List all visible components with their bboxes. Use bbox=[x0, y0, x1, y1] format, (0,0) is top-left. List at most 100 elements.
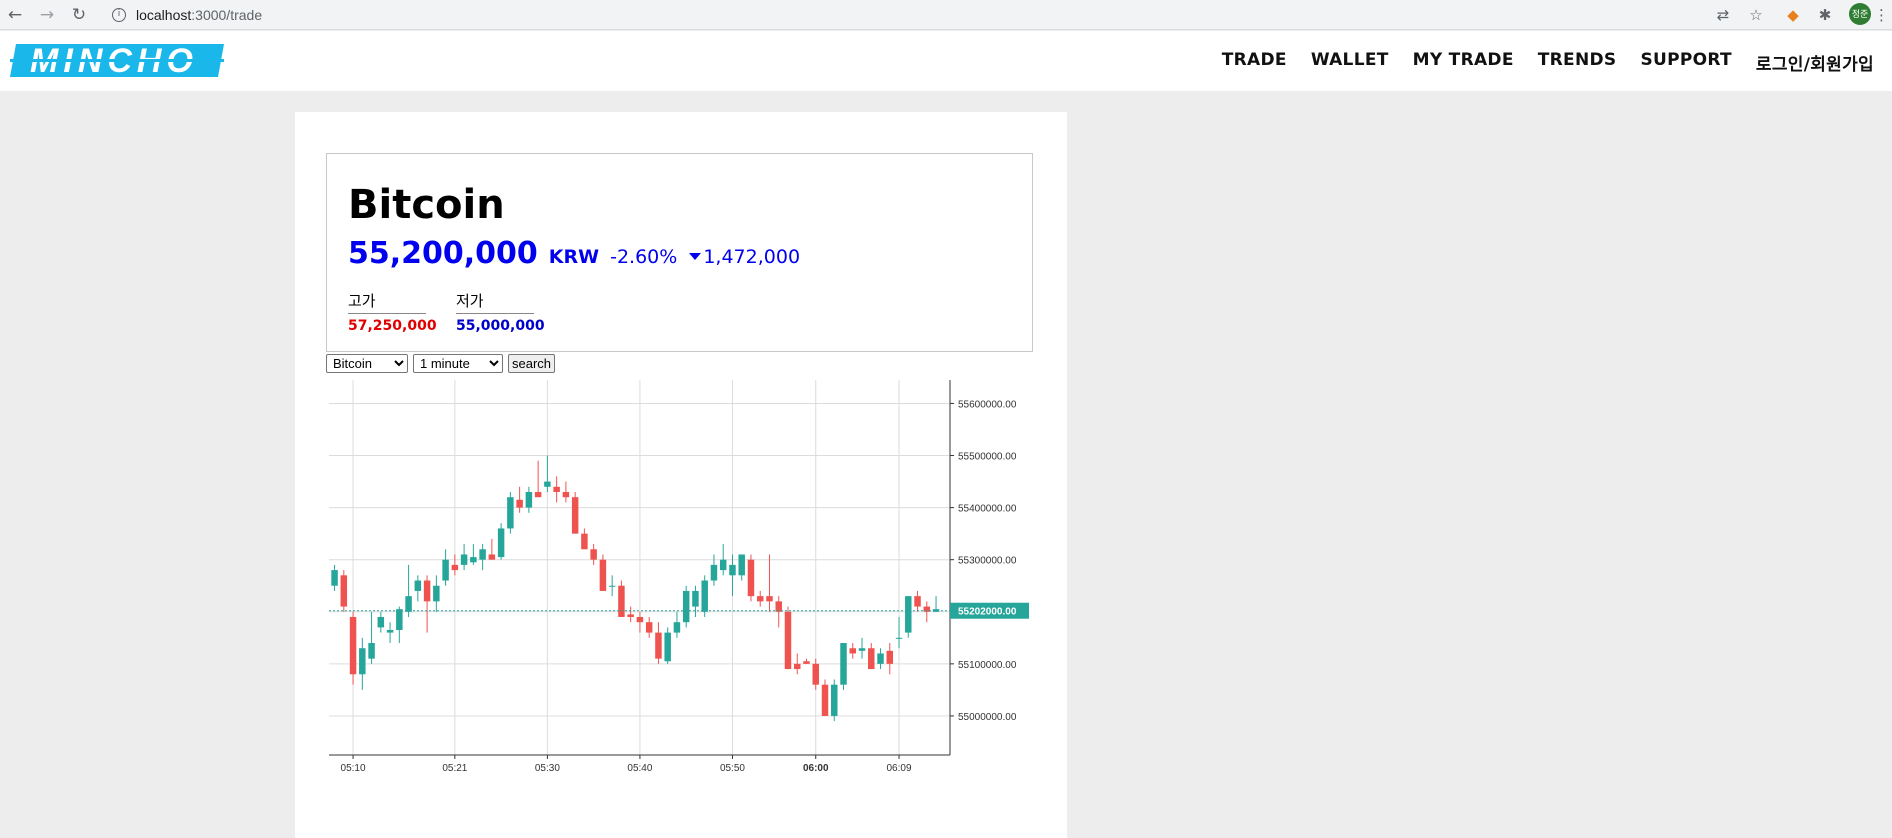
high-value: 57,250,000 bbox=[348, 318, 437, 334]
candle-body bbox=[507, 497, 514, 529]
candle-body bbox=[423, 580, 431, 602]
y-tick-label: 55000000.00 bbox=[958, 712, 1017, 723]
candle-body bbox=[470, 557, 477, 563]
candle-body bbox=[571, 497, 579, 534]
candle-body bbox=[886, 650, 894, 664]
candle-body bbox=[923, 606, 931, 612]
fox-extension-icon[interactable]: ◆ bbox=[1787, 6, 1799, 24]
candle-body bbox=[599, 559, 607, 591]
candle-body bbox=[701, 580, 708, 612]
candle-body bbox=[914, 596, 921, 607]
change-amount: 1,472,000 bbox=[703, 246, 801, 268]
candle-body bbox=[460, 554, 468, 565]
back-icon[interactable]: ← bbox=[7, 5, 23, 25]
candle-body bbox=[608, 585, 616, 587]
candle-body bbox=[534, 491, 542, 498]
change-amount-group: 1,472,000 bbox=[689, 246, 800, 268]
y-tick-label: 55400000.00 bbox=[958, 504, 1017, 515]
candle-body bbox=[414, 580, 422, 591]
candle-body bbox=[590, 549, 597, 560]
chart-controls: Bitcoin 1 minute search bbox=[326, 354, 556, 373]
candle-body bbox=[627, 614, 634, 617]
candle-body bbox=[849, 648, 856, 654]
candle-body bbox=[719, 559, 727, 571]
x-tick-label: 05:21 bbox=[442, 763, 467, 774]
menu-my-trade[interactable]: MY TRADE bbox=[1412, 50, 1514, 70]
forward-icon[interactable]: → bbox=[39, 5, 55, 25]
address-bar[interactable]: i localhost:3000/trade bbox=[104, 3, 1864, 27]
high-label: 고가 bbox=[348, 290, 426, 314]
low-value: 55,000,000 bbox=[456, 318, 545, 334]
mincho-logo[interactable]: MINCHO bbox=[10, 44, 224, 77]
candle-body bbox=[396, 609, 403, 630]
translate-icon[interactable]: ⇄ bbox=[1716, 6, 1730, 24]
down-triangle-icon bbox=[689, 253, 702, 260]
menu-wallet[interactable]: WALLET bbox=[1310, 50, 1389, 70]
candle-body bbox=[682, 590, 690, 623]
search-button[interactable]: search bbox=[508, 354, 556, 373]
site-info-icon[interactable]: i bbox=[112, 8, 126, 22]
menu-login-signup[interactable]: 로그인/회원가입 bbox=[1755, 55, 1874, 75]
url-text[interactable]: localhost:3000/trade bbox=[136, 7, 262, 23]
last-price-badge bbox=[950, 602, 1029, 619]
menu-trends[interactable]: TRENDS bbox=[1537, 50, 1617, 70]
candle-body bbox=[544, 481, 551, 487]
candle-body bbox=[784, 611, 792, 670]
candle-body bbox=[794, 663, 801, 670]
y-tick-label: 55100000.00 bbox=[958, 660, 1017, 671]
candle-body bbox=[618, 585, 625, 617]
candle-body bbox=[729, 564, 736, 576]
candle-body bbox=[932, 609, 940, 612]
bookmark-star-icon[interactable]: ☆ bbox=[1749, 6, 1763, 24]
last-price-label: 55202000.00 bbox=[958, 607, 1017, 618]
trade-panel: Bitcoin 55,200,000 KRW -2.60% 1,472,000 … bbox=[295, 112, 1067, 838]
candle-body bbox=[497, 528, 505, 558]
currency-label: KRW bbox=[548, 246, 600, 268]
candle-body bbox=[488, 554, 496, 560]
y-tick-label: 55600000.00 bbox=[958, 399, 1017, 410]
coin-select[interactable]: Bitcoin bbox=[326, 354, 408, 373]
url-path: :3000/trade bbox=[191, 7, 263, 23]
candle-body bbox=[433, 585, 440, 602]
candle-body bbox=[331, 570, 338, 586]
x-tick-label: 05:50 bbox=[720, 763, 745, 774]
candle-body bbox=[386, 630, 394, 633]
candle-body bbox=[479, 549, 486, 560]
candle-body bbox=[831, 684, 838, 716]
candle-body bbox=[738, 554, 745, 576]
low-label: 저가 bbox=[456, 290, 534, 314]
extensions-puzzle-icon[interactable]: ✱ bbox=[1818, 6, 1832, 24]
site-header: MINCHO TRADE WALLET MY TRADE TRENDS SUPP… bbox=[0, 31, 1892, 91]
candle-body bbox=[868, 648, 875, 670]
candle-body bbox=[858, 648, 866, 651]
browser-menu-icon[interactable]: ⋮ bbox=[1874, 6, 1889, 24]
candle-body bbox=[562, 491, 570, 498]
candle-body bbox=[516, 499, 523, 508]
x-tick-label: 05:30 bbox=[535, 763, 560, 774]
x-tick-label: 06:00 bbox=[803, 763, 829, 774]
candle-body bbox=[747, 559, 755, 597]
candle-body bbox=[664, 632, 671, 662]
candle-body bbox=[756, 596, 764, 602]
candle-body bbox=[710, 564, 718, 581]
change-rate: -2.60% bbox=[610, 246, 678, 268]
candle-body bbox=[673, 622, 681, 633]
current-price: 55,200,000 bbox=[348, 236, 538, 271]
candle-body bbox=[840, 643, 847, 685]
candle-body bbox=[349, 616, 357, 675]
candle-body bbox=[553, 486, 560, 492]
reload-icon[interactable]: ↻ bbox=[71, 5, 87, 25]
profile-avatar[interactable]: 정준 bbox=[1849, 3, 1871, 25]
interval-select[interactable]: 1 minute bbox=[413, 354, 503, 373]
x-tick-label: 06:09 bbox=[887, 763, 912, 774]
x-tick-label: 05:40 bbox=[627, 763, 652, 774]
x-tick-label: 05:10 bbox=[341, 763, 366, 774]
candle-body bbox=[812, 663, 819, 685]
candle-body bbox=[692, 590, 699, 607]
candle-body bbox=[525, 491, 533, 508]
menu-trade[interactable]: TRADE bbox=[1221, 50, 1287, 70]
y-tick-label: 55500000.00 bbox=[958, 452, 1017, 463]
high-price-block: 고가 57,250,000 bbox=[348, 290, 437, 334]
menu-support[interactable]: SUPPORT bbox=[1640, 50, 1732, 70]
candlestick-chart[interactable]: 55000000.0055100000.0055200000.005530000… bbox=[329, 380, 1029, 780]
